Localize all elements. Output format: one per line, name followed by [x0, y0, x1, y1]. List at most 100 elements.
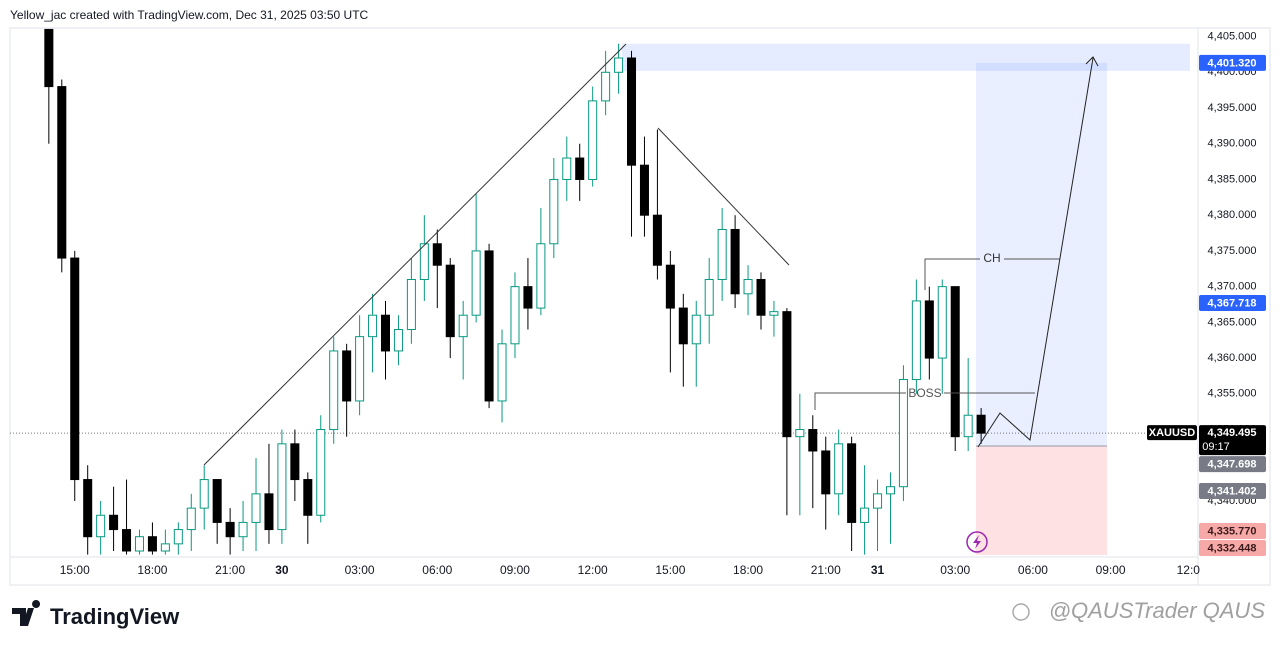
x-tick-label: 12:0 [1177, 563, 1201, 577]
candle-body [795, 429, 805, 438]
candle-body [83, 479, 93, 538]
candle-body [523, 286, 533, 309]
candle-body [536, 243, 546, 309]
arrow-head [1085, 56, 1099, 67]
candle-body [342, 350, 352, 402]
boss-label: BOSS [908, 386, 941, 400]
price-badge [1199, 54, 1266, 71]
x-tick-label: 18:00 [733, 563, 763, 577]
last-price-label: 4,349.495 [1208, 427, 1257, 439]
candle-body [873, 493, 883, 509]
candle-body [225, 521, 235, 538]
candle-body [950, 286, 960, 438]
y-tick-label: 4,355.000 [1208, 388, 1257, 400]
candle-body [665, 264, 675, 309]
price-badge-label: 4,401.320 [1208, 57, 1257, 69]
watermark: @QAUSTrader QAUS [1049, 598, 1266, 623]
candle-body [264, 493, 274, 531]
candles [44, 28, 986, 555]
y-tick-label: 4,395.000 [1208, 102, 1257, 114]
trendline [657, 127, 790, 266]
price-badge [1199, 294, 1266, 311]
x-tick-label: 21:00 [215, 563, 245, 577]
countdown: 09:17 [1202, 441, 1230, 453]
x-tick-label: 06:00 [1018, 563, 1048, 577]
candle-body [937, 286, 947, 359]
candle-body [678, 307, 688, 345]
candle-body [458, 314, 468, 338]
candle-body [691, 314, 701, 345]
candle-body [160, 543, 170, 552]
candle-body [355, 336, 365, 402]
candle-body [147, 536, 157, 552]
candle-body [743, 278, 753, 295]
price-badge [1199, 482, 1266, 499]
y-tick-label: 4,375.000 [1208, 245, 1257, 257]
candle-body [575, 157, 585, 180]
candle-body [109, 514, 119, 531]
candle-body [329, 350, 339, 431]
boss-line [814, 392, 906, 410]
candle-body [57, 86, 67, 259]
candle-body [432, 243, 442, 266]
y-tick-label: 4,365.000 [1208, 316, 1257, 328]
x-tick-label: 03:00 [940, 563, 970, 577]
price-badge-label: 4,335.770 [1208, 525, 1257, 537]
alert-icon[interactable] [966, 531, 988, 553]
candle-body [652, 214, 662, 266]
trendline [203, 43, 627, 466]
candle-body [199, 479, 209, 509]
candle-body [639, 164, 649, 216]
weibo-icon [1012, 603, 1030, 621]
candle-body [484, 250, 494, 402]
candle-body [924, 300, 934, 359]
candle-body [238, 521, 248, 538]
background-layer [10, 43, 1198, 555]
brand-logo [12, 600, 41, 626]
bolt [973, 535, 981, 549]
candle-body [316, 429, 326, 516]
candle-body [847, 443, 857, 523]
y-tick-label: 4,380.000 [1208, 209, 1257, 221]
candle-body [549, 178, 559, 245]
candle-body [834, 443, 844, 495]
brand: TradingView [50, 604, 180, 629]
candle-body [70, 257, 80, 481]
candle-body [976, 414, 986, 434]
target-zone-band [622, 43, 1190, 71]
candle-body [290, 443, 300, 481]
candle-body [96, 514, 106, 538]
x-tick-label: 30 [275, 563, 289, 577]
drawings [203, 43, 1099, 553]
y-tick-label: 4,405.000 [1208, 30, 1257, 42]
x-tick-label: 12:00 [578, 563, 608, 577]
ch-line [924, 258, 980, 290]
candle-body [497, 343, 507, 402]
candle-body [821, 450, 831, 495]
last-price-badge [1199, 425, 1266, 456]
y-tick-label: 4,390.000 [1208, 138, 1257, 150]
price-badge [1199, 540, 1266, 556]
profit-zone [976, 62, 1107, 446]
candle-body [419, 243, 429, 280]
x-tick-label: 18:00 [137, 563, 167, 577]
candle-body [510, 286, 520, 345]
x-tick-label: 03:00 [345, 563, 375, 577]
loss-zone [976, 445, 1107, 555]
candle-body [277, 443, 287, 531]
candle-body [601, 71, 611, 102]
price-badge [1199, 456, 1266, 473]
candle-body [898, 379, 908, 488]
candle-body [704, 278, 714, 316]
projection-arrow [977, 57, 1094, 448]
y-tick-label: 4,370.000 [1208, 281, 1257, 293]
candle-body [588, 100, 598, 180]
price-badge-label: 4,341.402 [1208, 485, 1257, 497]
x-tick-label: 31 [871, 563, 885, 577]
caption: Yellow_jac created with TradingView.com,… [10, 8, 369, 22]
candle-body [368, 314, 378, 338]
candle-body [134, 536, 144, 552]
footer: TradingView @QAUSTrader QAUS [12, 598, 1265, 629]
candle-body [756, 278, 766, 316]
